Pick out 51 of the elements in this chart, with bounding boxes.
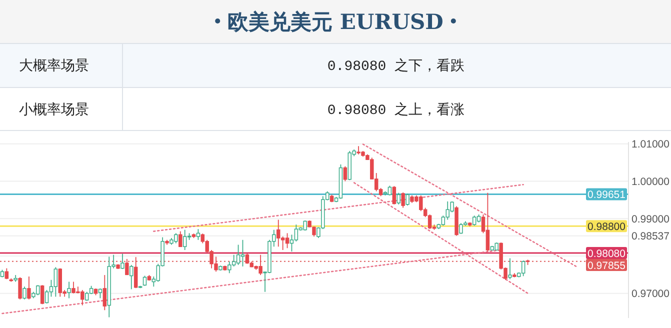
candlestick (232, 254, 236, 267)
candlestick (406, 193, 410, 206)
y-tick-label: 1.01000 (632, 138, 670, 151)
candlestick (388, 185, 392, 196)
candlestick (294, 224, 298, 242)
candlestick (120, 253, 124, 270)
candlestick (196, 228, 200, 240)
y-tick-label: 0.98537 (632, 230, 670, 243)
candlestick (396, 192, 400, 205)
ref-line-label: 0.97855 (588, 260, 626, 272)
candlestick (142, 275, 147, 286)
candlestick (486, 192, 490, 252)
ref-line-label: 0.98080 (588, 248, 626, 260)
y-tick-label: 0.99000 (632, 213, 670, 226)
candlestick (236, 244, 240, 266)
candlestick (401, 192, 405, 208)
candlestick (392, 186, 396, 205)
text: 欧美兑美元 EURUSD (228, 9, 444, 34)
candlestick (36, 284, 40, 296)
candlestick (67, 281, 71, 299)
candlestick (303, 220, 307, 232)
ref-line-label: 0.99651 (588, 189, 626, 202)
candlestick (276, 219, 280, 248)
candlestick (285, 232, 290, 249)
candlestick (245, 252, 250, 264)
candlestick (130, 264, 134, 290)
candlestick (22, 286, 26, 300)
candlestick (102, 274, 107, 311)
candlestick (98, 288, 102, 299)
candlestick (343, 166, 348, 182)
candlestick (40, 284, 44, 305)
candlestick (178, 230, 182, 248)
candlestick (472, 215, 476, 226)
text: 0.98080 之上，看涨 (327, 102, 465, 119)
text: 大概率场景 (19, 57, 89, 73)
text: 小概率场景 (19, 101, 89, 117)
candlestick (44, 290, 49, 304)
candlestick (228, 261, 232, 274)
text: 0.98080 之下，看跌 (327, 58, 465, 75)
candlestick (125, 258, 129, 276)
y-tick-label: 1.00000 (632, 176, 670, 188)
candlestick (521, 260, 526, 277)
ref-line-label: 0.98800 (588, 220, 626, 233)
candlestick (27, 276, 31, 300)
candlestick (312, 226, 316, 237)
candlestick (18, 276, 22, 300)
candlestick (54, 266, 58, 298)
candlestick (182, 229, 187, 250)
y-tick-label: 0.97000 (632, 288, 670, 300)
candlestick (508, 258, 512, 280)
candlestick (134, 256, 138, 289)
